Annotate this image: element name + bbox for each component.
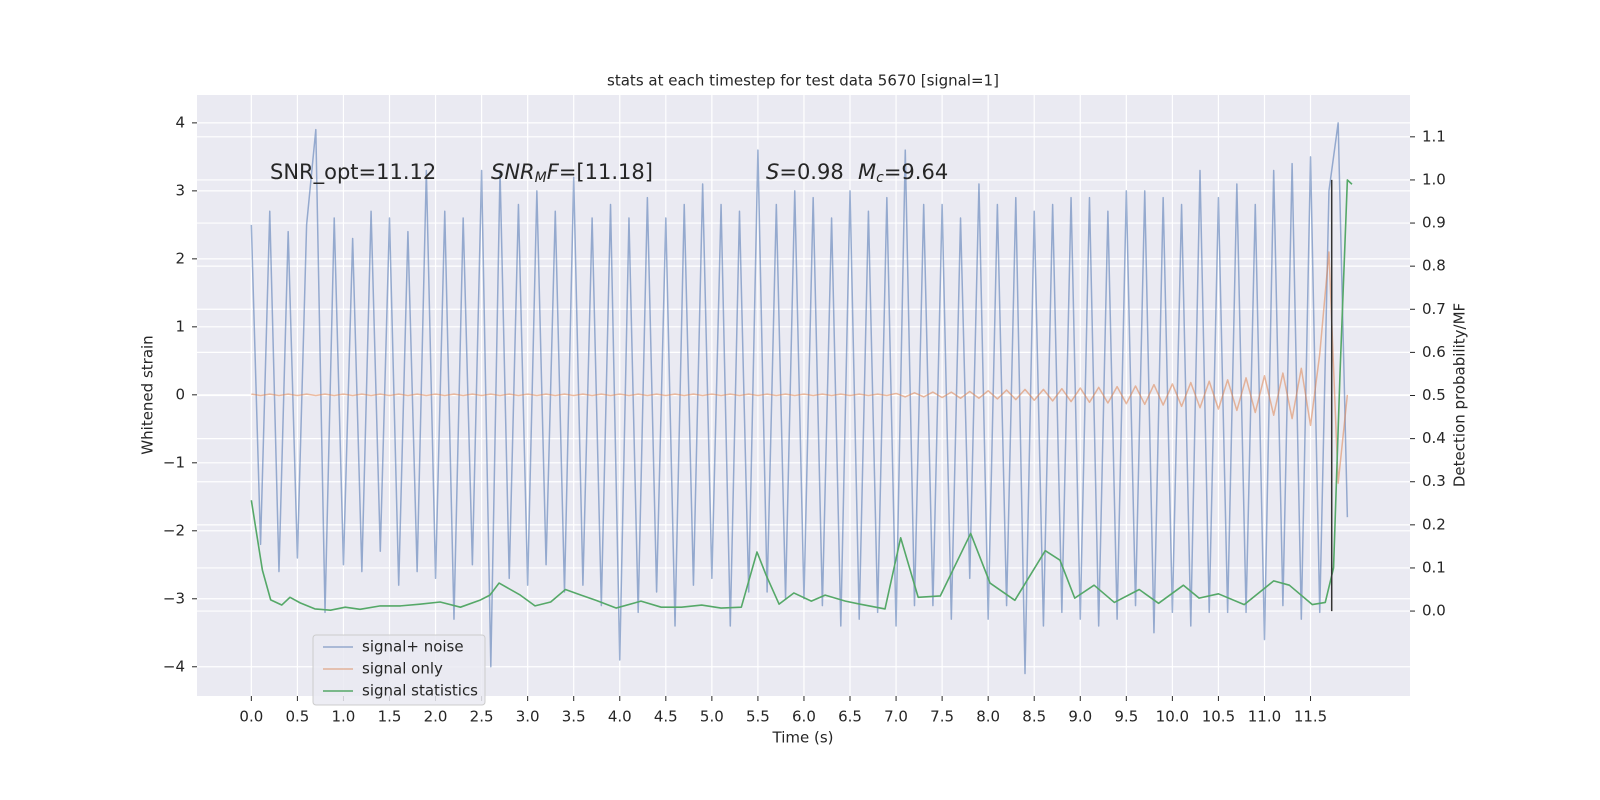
y-tick-label: 2 [175,249,185,267]
y2-tick-label: 0.0 [1422,602,1446,620]
x-tick-label: 4.0 [608,708,632,726]
y-tick-label: 1 [175,317,185,335]
y2-tick-label: 0.9 [1422,214,1446,232]
y-tick-label: −3 [163,589,185,607]
x-tick-label: 0.0 [239,708,263,726]
y2-tick-label: 0.7 [1422,300,1446,318]
annotation-part: F [547,160,560,184]
chart-title: stats at each timestep for test data 567… [607,72,999,90]
x-tick-label: 11.5 [1294,708,1327,726]
annotation: SNR_opt=11.12 [270,160,436,185]
annotation-part: =0.98 [779,160,843,184]
legend-box [312,634,486,706]
x-tick-label: 0.5 [285,708,309,726]
y2-tick-label: 0.4 [1422,429,1446,447]
y-tick-label: −4 [163,657,185,675]
x-tick-label: 2.5 [470,708,494,726]
x-tick-label: 5.0 [700,708,724,726]
annotation-part: c [876,170,884,186]
annotation-part: =[11.18] [559,160,653,184]
series-line [251,251,1349,484]
y2-tick-label: 0.5 [1422,386,1446,404]
y2-tick-label: 0.1 [1422,558,1446,576]
annotation: Mc=9.64 [858,160,948,186]
annotation-part: M [535,170,547,186]
x-tick-label: 8.0 [976,708,1000,726]
x-tick-label: 6.5 [838,708,862,726]
x-tick-label: 7.5 [930,708,954,726]
legend-label: signal only [362,660,443,678]
y2-tick-label: 0.8 [1422,257,1446,275]
y-tick-label: 3 [175,181,185,199]
annotation-part: M [858,160,876,184]
y2-tick-label: 0.6 [1422,343,1446,361]
x-tick-label: 5.5 [746,708,770,726]
y2-tick-label: 1.0 [1422,170,1446,188]
annotation-part: SNR_opt=11.12 [270,160,436,185]
annotation-part: =9.64 [884,160,948,184]
x-tick-label: 1.5 [378,708,402,726]
legend-label: signal statistics [362,682,478,700]
x-tick-label: 10.0 [1156,708,1189,726]
y-axis-label: Whitened strain [139,335,157,454]
x-axis-label: Time (s) [772,729,834,747]
y2-tick-label: 1.1 [1422,127,1446,145]
y-tick-label: −2 [163,521,185,539]
legend-label: signal+ noise [362,638,464,656]
y-tick-label: 0 [175,385,185,403]
x-tick-label: 1.0 [332,708,356,726]
x-tick-label: 9.5 [1114,708,1138,726]
x-tick-label: 6.0 [792,708,816,726]
legend: signal+ noise signal only signal statistic… [312,634,486,706]
y2-tick-label: 0.3 [1422,472,1446,490]
y-tick-label: 4 [175,113,185,131]
x-tick-label: 3.5 [562,708,586,726]
x-tick-label: 11.0 [1248,708,1281,726]
annotation: SNRMF=[11.18] [491,160,653,186]
y2-tick-label: 0.2 [1422,515,1446,533]
x-tick-label: 4.5 [654,708,678,726]
x-tick-label: 9.0 [1068,708,1092,726]
series-line [250,179,1353,611]
annotation-part: S [766,160,779,184]
y2-axis-label: Detection probability/MF [1451,303,1469,487]
x-tick-label: 10.5 [1202,708,1235,726]
y-tick-label: −1 [163,453,185,471]
x-tick-label: 8.5 [1022,708,1046,726]
x-tick-label: 3.0 [516,708,540,726]
x-tick-label: 2.0 [424,708,448,726]
annotation-part: SNR [491,160,535,184]
annotation: S=0.98 [766,160,844,184]
x-tick-label: 7.0 [884,708,908,726]
plot-series [250,122,1353,675]
